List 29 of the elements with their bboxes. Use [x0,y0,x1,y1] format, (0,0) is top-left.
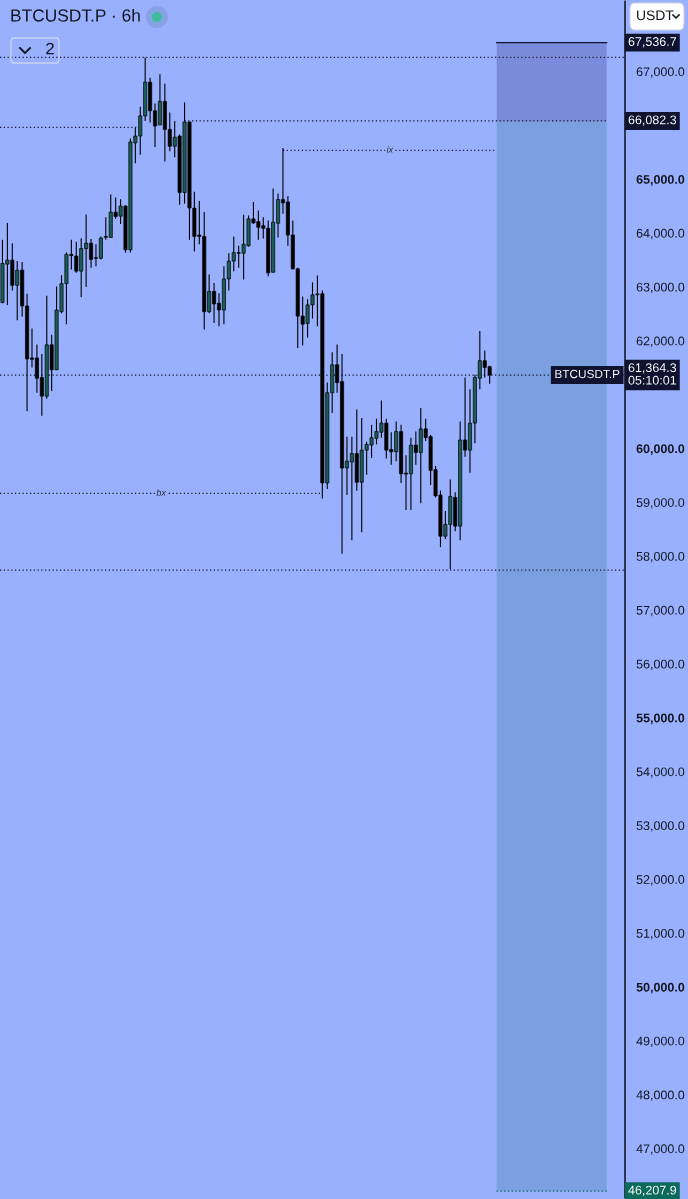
y-tick-label: 52,000.0 [636,875,685,886]
y-axis-title: USDT [637,10,674,21]
y-tick-label: 48,000.0 [636,1090,685,1101]
annotation: BTCUSDT.P [555,369,620,379]
chart-title: BTCUSDT.P · 6h [11,8,140,22]
y-tick-label: 59,000.0 [636,498,685,509]
y-tick-label: 47,000.0 [636,1144,685,1155]
ref-line-label: 67,536.7 [628,37,677,48]
ref-line-label: 46,207.9 [628,1185,677,1197]
y-tick-label: 56,000.0 [636,659,685,671]
y-tick-label: 65,000.0 [636,175,685,186]
y-tick-label: 63,000.0 [636,282,685,294]
annotation: 2 [46,42,54,55]
y-tick-label: 60,000.0 [636,444,685,455]
y-tick-label: 64,000.0 [636,228,685,240]
ref-line-label: bx [156,489,167,496]
y-tick-label: 55,000.0 [636,713,685,725]
y-tick-label: 54,000.0 [636,767,685,778]
y-tick-label: 53,000.0 [636,821,685,832]
y-tick-label: 62,000.0 [636,336,685,347]
ref-line-label: ix [386,146,394,153]
y-tick-label: 50,000.0 [636,982,685,994]
y-tick-label: 57,000.0 [636,605,685,617]
y-tick-label: 67,000.0 [636,67,685,78]
y-tick-label: 58,000.0 [636,551,685,563]
y-tick-label: 49,000.0 [636,1036,685,1047]
ref-line-label: 66,082.3 [628,115,677,126]
y-tick-label: 51,000.0 [636,928,685,940]
ref-line-label: 61,364.3 05:10:01 [628,363,677,385]
